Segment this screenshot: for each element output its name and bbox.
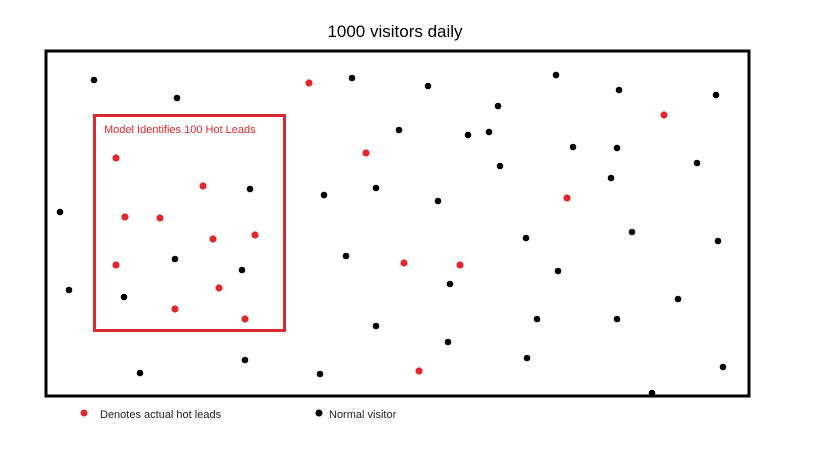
normal-visitor-dot [613,144,621,152]
hot-lead-dot [563,194,571,202]
model-box-label: Model Identifies 100 Hot Leads [104,124,256,136]
hot-lead-dot [156,214,164,222]
normal-visitor-dot [434,197,442,205]
normal-visitor-dot [171,255,179,263]
normal-visitor-dot [173,94,181,102]
normal-visitor-dot [554,267,562,275]
normal-visitor-dot [569,143,577,151]
hot-lead-dot [660,111,668,119]
normal-visitor-dot [607,174,615,182]
normal-visitor-dot [65,286,73,294]
normal-visitor-dot [348,74,356,82]
diagram-title: 1000 visitors daily [327,22,463,41]
normal-visitor-dot [523,354,531,362]
normal-visitor-dot [342,252,350,260]
normal-visitor-dot [615,86,623,94]
normal-visitor-dot [372,184,380,192]
normal-visitor-dot [719,363,727,371]
normal-visitor-dot [628,228,636,236]
normal-visitor-dot [90,76,98,84]
normal-visitor-dot [552,71,560,79]
hot-lead-dot [199,182,207,190]
normal-visitor-dot [674,295,682,303]
normal-visitor-dot [316,370,324,378]
legend-hot-lead-dot [80,409,88,417]
hot-lead-dot [251,231,259,239]
normal-visitor-dot [648,389,656,397]
normal-visitor-dot [238,266,246,274]
hot-lead-dot [112,154,120,162]
legend-normal-visitor-label: Normal visitor [329,409,397,421]
normal-visitor-dot [246,185,254,193]
normal-visitor-dot [494,102,502,110]
hot-lead-dot [241,315,249,323]
legend-normal-visitor-dot [315,409,323,417]
normal-visitor-dot [372,322,380,330]
normal-visitor-dot [320,191,328,199]
normal-visitor-dot [120,293,128,301]
model-selection-box [93,114,286,332]
normal-visitor-dot [522,234,530,242]
normal-visitor-dot [613,315,621,323]
hot-lead-dot [215,284,223,292]
normal-visitor-dot [136,369,144,377]
normal-visitor-dot [241,356,249,364]
normal-visitor-dot [533,315,541,323]
normal-visitor-dot [485,128,493,136]
normal-visitor-dot [56,208,64,216]
hot-lead-dot [362,149,370,157]
hot-lead-dot [456,261,464,269]
normal-visitor-dot [714,237,722,245]
normal-visitor-dot [693,159,701,167]
hot-lead-dot [415,367,423,375]
hot-lead-dot [305,79,313,87]
normal-visitor-dot [444,338,452,346]
normal-visitor-dot [496,162,504,170]
hot-lead-dot [121,213,129,221]
visitors-area-border [44,49,751,398]
normal-visitor-dot [446,280,454,288]
visitor-dots [56,71,727,397]
hot-lead-dot [171,305,179,313]
normal-visitor-dot [464,131,472,139]
normal-visitor-dot [395,126,403,134]
hot-lead-dot [400,259,408,267]
legend-hot-lead-label: Denotes actual hot leads [100,409,222,421]
normal-visitor-dot [424,82,432,90]
hot-lead-dot [209,235,217,243]
normal-visitor-dot [712,91,720,99]
hot-lead-dot [112,261,120,269]
